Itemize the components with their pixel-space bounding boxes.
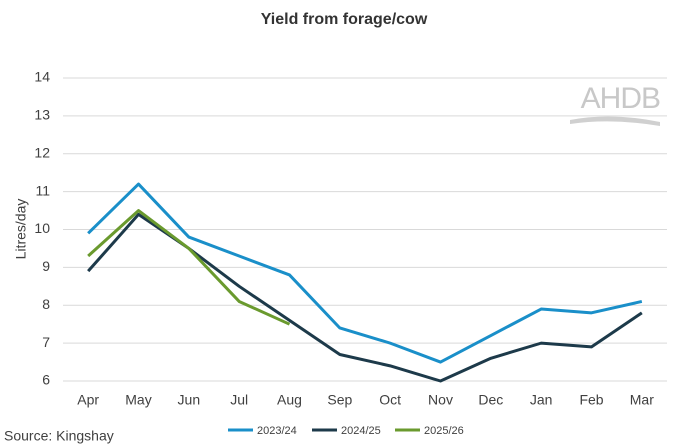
x-tick-label: Nov <box>428 392 453 408</box>
logo: AHDB <box>581 82 660 115</box>
y-tick-label: 14 <box>34 69 50 85</box>
source: Source: Kingshay <box>4 428 114 444</box>
y-tick-label: 11 <box>35 182 50 198</box>
series-line <box>87 212 643 383</box>
y-tick-label: 13 <box>34 107 50 123</box>
legend-label: 2024/25 <box>341 425 381 437</box>
x-tick-label: Jul <box>230 392 248 408</box>
y-tick-label: 9 <box>42 258 50 274</box>
y-tick-label: 12 <box>34 144 50 160</box>
x-tick-label: Mar <box>630 392 654 408</box>
x-tick-label: Jun <box>178 392 201 408</box>
x-tick-label: Feb <box>579 392 603 408</box>
x-tick-label: Oct <box>379 392 401 408</box>
logo-swoosh <box>570 116 660 126</box>
y-tick-label: 8 <box>42 296 50 312</box>
y-axis-label: Litres/day <box>13 199 29 260</box>
x-tick-label: Apr <box>77 392 99 408</box>
x-tick-label: May <box>125 392 151 408</box>
legend-label: 2025/26 <box>424 425 464 437</box>
y-tick-label: 6 <box>42 372 50 388</box>
legend-label: 2023/24 <box>257 425 297 437</box>
y-tick-label: 10 <box>34 220 50 236</box>
x-tick-label: Aug <box>277 392 302 408</box>
x-tick-label: Sep <box>327 392 352 408</box>
x-tick-label: Jan <box>530 392 553 408</box>
x-tick-label: Dec <box>478 392 503 408</box>
y-tick-label: 7 <box>42 334 50 350</box>
series-line <box>87 182 643 364</box>
chart-title: Yield from forage/cow <box>261 11 428 28</box>
series-line <box>87 209 291 326</box>
